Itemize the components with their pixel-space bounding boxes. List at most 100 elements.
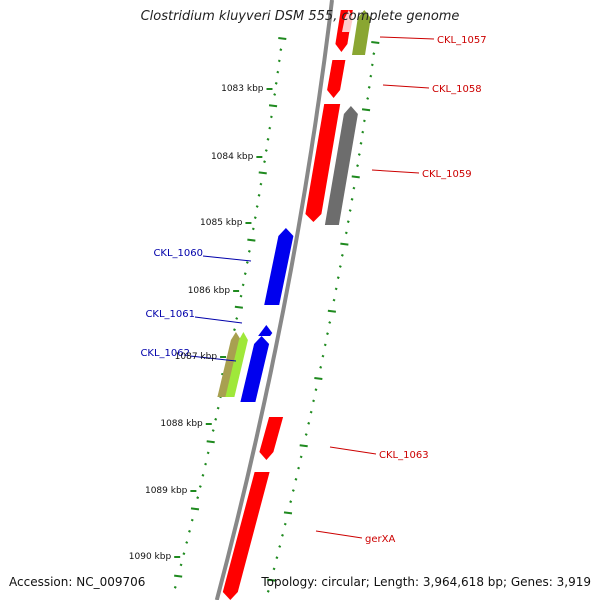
tick-right — [321, 354, 325, 358]
tick-right — [278, 545, 282, 548]
tick-right — [344, 231, 348, 235]
tick-left — [239, 294, 243, 298]
companion-block-lime — [225, 332, 248, 397]
scale-label: 1086 kbp — [188, 286, 231, 296]
tick-right — [283, 511, 293, 515]
tick-left — [196, 496, 200, 500]
tick-left — [211, 429, 215, 432]
tick-right — [334, 287, 338, 291]
tick-right — [326, 332, 329, 336]
tick-right — [332, 298, 336, 302]
tick-right — [366, 97, 370, 100]
scale-label: 1090 kbp — [129, 552, 172, 562]
tick-left — [216, 406, 220, 410]
tick-right — [299, 455, 303, 459]
tick-right — [362, 119, 366, 123]
tick-right — [299, 444, 308, 448]
accession-text: Accession: NC_009706 — [9, 575, 146, 589]
tick-right — [307, 421, 311, 425]
tick-left — [174, 574, 183, 578]
tick-left — [273, 93, 277, 96]
tick-right — [314, 377, 323, 380]
gene-arrow-gerxa — [222, 472, 270, 600]
tick-left — [258, 171, 267, 175]
tick-left — [206, 440, 215, 444]
tick-marks — [173, 37, 380, 593]
tick-left — [276, 70, 280, 74]
tick-left — [190, 518, 194, 522]
gene-features — [217, 10, 371, 600]
scale-label: 1083 kbp — [221, 84, 264, 94]
tick-left — [279, 48, 283, 52]
tick-right — [356, 164, 359, 168]
tick-right — [289, 500, 293, 504]
tick-left — [268, 126, 272, 130]
tick-right — [312, 399, 316, 403]
tick-right — [272, 567, 276, 571]
tick-left — [234, 305, 244, 309]
tick-left — [278, 37, 287, 40]
tick-left — [257, 193, 261, 197]
gene-label-forward: CKL_1057 — [437, 35, 487, 46]
tick-left — [251, 227, 255, 231]
tick-right — [348, 209, 352, 212]
gene-label-forward: CKL_1063 — [379, 450, 429, 461]
tick-left — [277, 59, 281, 63]
gene-label-reverse: CKL_1061 — [145, 309, 195, 320]
tick-right — [319, 365, 323, 369]
gene-label-reverse: CKL_1062 — [140, 348, 190, 359]
leader-line — [379, 36, 435, 40]
tick-right — [297, 466, 301, 470]
tick-left — [173, 585, 177, 589]
tick-right — [361, 108, 371, 112]
scale-label: 1085 kbp — [200, 218, 243, 228]
tick-left — [274, 81, 278, 85]
companion-block-olive — [352, 10, 371, 55]
tick-right — [370, 63, 374, 67]
tick-left — [247, 238, 256, 242]
backbone-line — [214, 0, 334, 601]
tick-right — [294, 477, 298, 481]
tick-left — [241, 283, 245, 287]
tick-right — [281, 533, 284, 537]
tick-right — [309, 410, 313, 414]
scale-label: 1088 kbp — [160, 419, 203, 429]
dna-backbone — [214, 0, 334, 601]
gene-labels: CKL_1057 CKL_1058 CKL_1059 CKL_1063 gerXA CKL… — [140, 35, 486, 545]
tick-left — [259, 182, 263, 186]
tick-left — [268, 104, 278, 108]
tick-right — [369, 74, 373, 78]
tick-right — [267, 578, 276, 582]
tick-right — [351, 175, 360, 179]
leader-line — [202, 255, 252, 262]
tick-right — [361, 130, 365, 134]
tick-left — [206, 451, 210, 455]
tick-right — [336, 276, 340, 280]
tick-left — [266, 137, 270, 141]
tick-left — [263, 160, 266, 164]
tick-left — [185, 541, 189, 544]
gene-label-forward: CKL_1059 — [422, 169, 472, 180]
tick-right — [372, 52, 376, 56]
tick-right — [357, 153, 361, 156]
gene-arrow-ckl-1062 — [240, 336, 270, 402]
tick-right — [323, 343, 327, 347]
tick-right — [371, 41, 380, 44]
tick-right — [340, 242, 349, 246]
companion-block-pale-red — [342, 10, 353, 32]
tick-right — [352, 186, 356, 190]
leader-line — [315, 530, 363, 539]
leader-line — [382, 84, 430, 89]
tick-left — [201, 473, 205, 477]
tick-right — [275, 556, 279, 560]
tick-right — [350, 197, 354, 201]
gene-label-forward: gerXA — [365, 534, 395, 545]
tick-left — [182, 552, 186, 556]
map-title: Clostridium kluyveri DSM 555, complete g… — [140, 9, 460, 24]
gene-label-forward: CKL_1058 — [432, 84, 482, 95]
tick-right — [283, 522, 287, 526]
tick-left — [243, 272, 247, 276]
tick-left — [264, 149, 268, 152]
tick-left — [179, 563, 183, 567]
